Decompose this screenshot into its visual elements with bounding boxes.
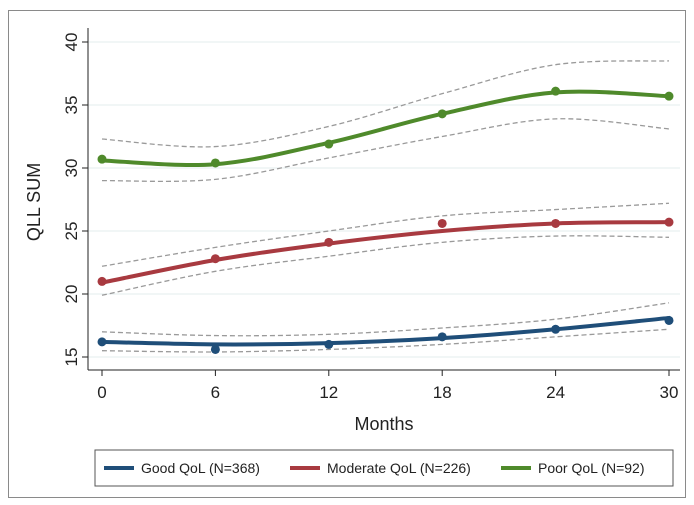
x-tick-label: 30 (660, 383, 679, 402)
data-point (551, 86, 561, 96)
data-point (210, 344, 220, 354)
legend: Good QoL (N=368) Moderate QoL (N=226) Poor… (94, 449, 674, 487)
x-axis-ticks: 0 6 12 18 24 30 (97, 370, 678, 402)
data-point (551, 324, 561, 334)
ci-upper-line (101, 60, 670, 148)
confidence-bands (101, 60, 670, 353)
data-point (210, 158, 220, 168)
legend-label: Good QoL (N=368) (141, 460, 260, 476)
data-point (97, 337, 107, 347)
data-point (437, 218, 447, 228)
data-point (324, 237, 334, 247)
series-line (100, 315, 671, 347)
axes (87, 28, 680, 371)
x-tick-label: 6 (211, 383, 220, 402)
data-point (324, 139, 334, 149)
ci-lower-line (101, 328, 670, 353)
legend-label: Moderate QoL (N=226) (327, 460, 471, 476)
y-tick-label: 30 (62, 159, 81, 178)
data-point (210, 254, 220, 264)
x-axis-title: Months (354, 414, 413, 434)
data-point (664, 91, 674, 101)
y-tick-label: 25 (62, 222, 81, 241)
y-tick-label: 40 (62, 33, 81, 52)
fitted-lines (100, 89, 671, 347)
data-point (97, 154, 107, 164)
legend-label: Poor QoL (N=92) (538, 460, 644, 476)
x-tick-label: 12 (319, 383, 338, 402)
ci-lower-line (101, 118, 670, 182)
data-point (324, 339, 334, 349)
observed-points (97, 86, 674, 354)
y-tick-label: 20 (62, 285, 81, 304)
y-tick-label: 15 (62, 348, 81, 367)
gridlines (88, 41, 680, 358)
x-tick-label: 18 (433, 383, 452, 402)
legend-box (94, 449, 674, 487)
y-axis-ticks: 15 20 25 30 35 40 (62, 33, 88, 367)
x-tick-label: 0 (97, 383, 106, 402)
data-point (437, 109, 447, 119)
x-tick-label: 24 (546, 383, 565, 402)
data-point (664, 315, 674, 325)
data-point (97, 276, 107, 286)
series-line (100, 89, 671, 168)
data-point (664, 217, 674, 227)
data-point (551, 218, 561, 228)
data-point (437, 332, 447, 342)
ci-upper-line (101, 302, 670, 337)
y-tick-label: 35 (62, 96, 81, 115)
y-axis-title: QLL SUM (24, 163, 44, 241)
series-line (100, 220, 671, 285)
